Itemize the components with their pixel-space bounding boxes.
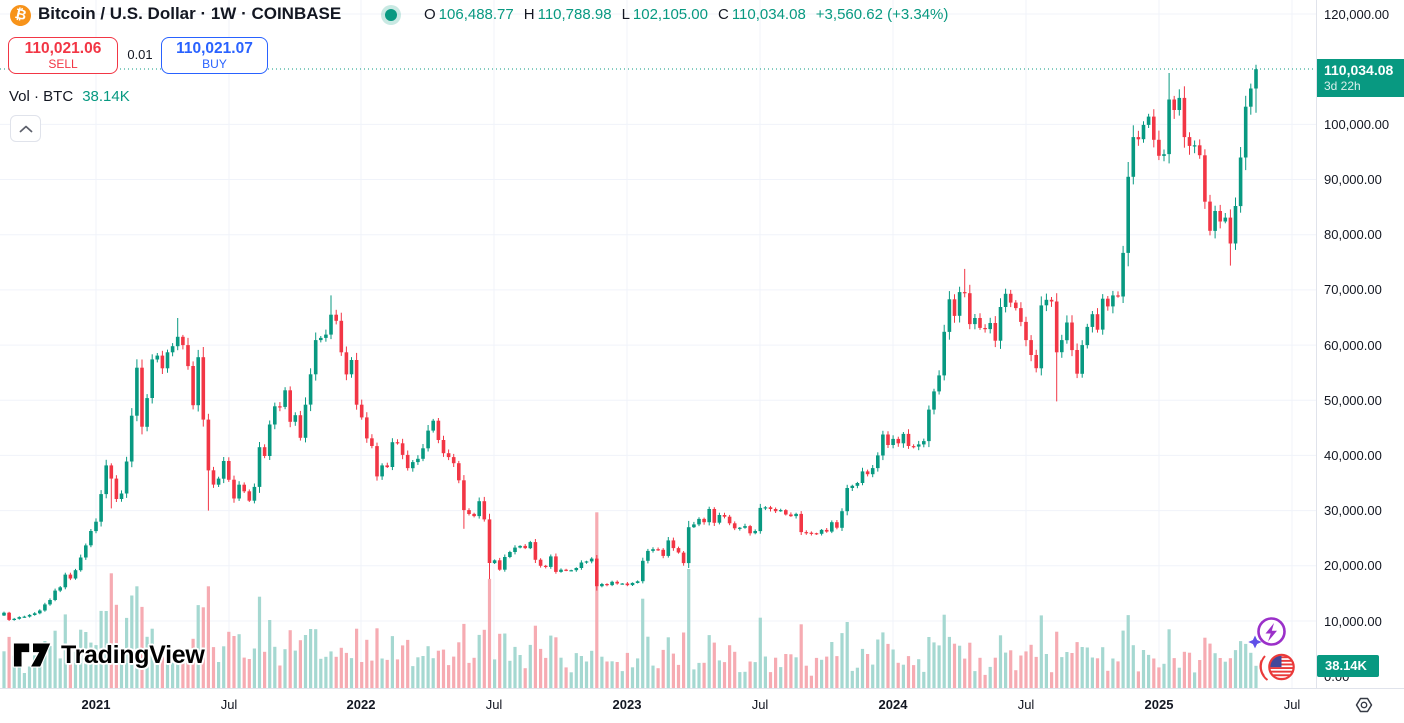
buy-button[interactable]: 110,021.07 BUY bbox=[161, 37, 268, 74]
time-tick: Jul bbox=[1283, 697, 1301, 712]
candlestick-chart-canvas[interactable] bbox=[0, 0, 1316, 688]
sell-label: SELL bbox=[48, 57, 78, 71]
buy-label: BUY bbox=[202, 57, 227, 71]
sell-price: 110,021.06 bbox=[24, 40, 102, 57]
time-tick: 2021 bbox=[81, 697, 111, 712]
collapse-panel-button[interactable] bbox=[10, 115, 41, 142]
market-status-icon[interactable] bbox=[385, 9, 397, 21]
symbol-title[interactable]: Bitcoin / U.S. Dollar · 1W · COINBASE bbox=[38, 4, 342, 23]
price-tick: 120,000.00 bbox=[1324, 6, 1390, 22]
price-tick: 50,000.00 bbox=[1324, 392, 1382, 408]
spread-value: 0.01 bbox=[127, 47, 153, 62]
candles bbox=[2, 64, 1258, 621]
time-tick: 2024 bbox=[878, 697, 908, 712]
price-tick: 40,000.00 bbox=[1324, 447, 1382, 463]
price-tick: 70,000.00 bbox=[1324, 282, 1382, 298]
tradingview-logo-icon bbox=[12, 642, 52, 668]
time-tick: 2023 bbox=[612, 697, 642, 712]
price-tick: 90,000.00 bbox=[1324, 172, 1382, 187]
time-tick: 2022 bbox=[346, 697, 376, 712]
price-tick: 100,000.00 bbox=[1324, 116, 1390, 132]
time-tick: 2025 bbox=[1144, 697, 1174, 712]
ohlc-close: C 110,034.08 bbox=[717, 6, 806, 23]
volume-bars bbox=[2, 512, 1258, 688]
volume-label: Vol · BTC bbox=[9, 88, 74, 105]
sell-button[interactable]: 110,021.06 SELL bbox=[8, 37, 118, 74]
price-tick: 10,000.00 bbox=[1324, 613, 1382, 629]
price-tick: 20,000.00 bbox=[1324, 558, 1382, 574]
ohlc-readout: O 106,488.77 H 110,788.98 L 102,105.00 C 110… bbox=[424, 6, 948, 23]
current-price: 110,034.08 bbox=[1324, 62, 1394, 78]
boost-sparkle-icon[interactable] bbox=[1244, 613, 1290, 657]
time-scale[interactable]: 2021 Jul 2022 Jul 2023 Jul 2024 Jul 2025 Jul bbox=[0, 688, 1404, 723]
tradingview-logo-text: TradingView bbox=[61, 640, 205, 669]
time-tick: Jul bbox=[485, 697, 503, 712]
tradingview-watermark[interactable]: TradingView bbox=[12, 640, 205, 670]
price-tick: 30,000.00 bbox=[1324, 503, 1382, 519]
price-tick: 60,000.00 bbox=[1324, 337, 1382, 353]
grid-lines bbox=[0, 0, 1316, 688]
ohlc-high: H 110,788.98 bbox=[523, 6, 612, 23]
us-flag-icon[interactable] bbox=[1258, 648, 1300, 686]
ohlc-low: L 102,105.00 bbox=[621, 6, 708, 23]
chevron-up-icon bbox=[19, 125, 32, 132]
price-tick: 80,000.00 bbox=[1324, 227, 1382, 243]
current-price-badge: 110,034.08 3d 22h bbox=[1317, 59, 1404, 97]
volume-value: 38.14K bbox=[82, 88, 130, 105]
bar-countdown: 3d 22h bbox=[1324, 79, 1361, 93]
buy-price: 110,021.07 bbox=[176, 40, 253, 57]
time-tick: Jul bbox=[1017, 697, 1035, 712]
price-scale[interactable]: 120,000.00 100,000.00 90,000.00 80,000.00 70… bbox=[1316, 0, 1404, 688]
time-tick: Jul bbox=[751, 697, 769, 712]
time-tick: Jul bbox=[220, 697, 238, 712]
scale-settings-icon[interactable] bbox=[1351, 693, 1377, 717]
price-change: +3,560.62 (+3.34%) bbox=[815, 6, 949, 23]
volume-indicator-row: Vol · BTC 38.14K bbox=[9, 88, 130, 105]
current-volume-badge: 38.14K bbox=[1317, 655, 1379, 677]
ohlc-open: O 106,488.77 bbox=[424, 6, 514, 23]
